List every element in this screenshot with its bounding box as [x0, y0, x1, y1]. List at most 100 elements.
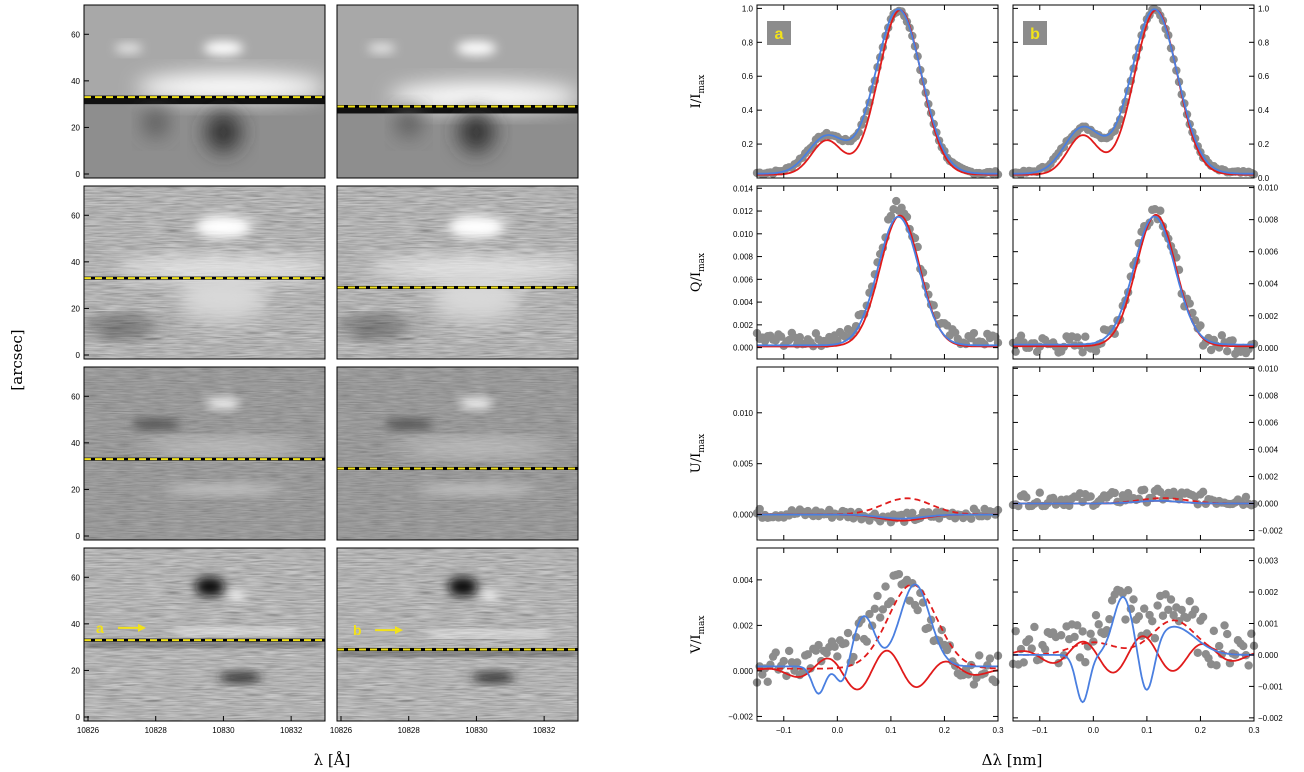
profile-ytick: 0.006 — [1258, 248, 1279, 257]
stokes-profile-grid: 0.2 0.4 0.6 0.8 1.0 a I/Imax 0.0 0.2 0.4 0.6 0.8 1.0… — [689, 4, 1283, 735]
profile-ytick: 0.002 — [733, 321, 754, 330]
profile-ytick: 0.008 — [1258, 216, 1279, 225]
stokes-panel-r3-c1: 0.000 0.005 0.010 U/Imax — [689, 366, 1003, 541]
profile-ylabel: Q/Imax — [689, 253, 707, 292]
fit-red-line — [756, 649, 999, 691]
obs-point — [1129, 595, 1138, 604]
profile-xtick: 0.3 — [992, 726, 1004, 735]
spectro-ytick: 20 — [71, 666, 80, 675]
obs-point — [1048, 493, 1058, 503]
obs-point — [1011, 347, 1020, 356]
obs-point — [1070, 632, 1079, 642]
obs-point — [1081, 658, 1090, 667]
profile-ytick: −0.002 — [1258, 527, 1283, 536]
arrow-label-b: b — [353, 622, 362, 638]
profile-xtick: 0.2 — [1195, 726, 1207, 735]
spectro-ytick: 40 — [71, 258, 80, 267]
spectro-panel-r2-c2 — [336, 185, 579, 360]
spectro-xlabel: λ [Å] — [314, 751, 351, 769]
obs-point — [985, 654, 995, 663]
spectro-ytick: 60 — [71, 211, 80, 220]
obs-point — [991, 677, 1000, 687]
obs-point — [886, 211, 896, 221]
spectro-xtick: 10828 — [398, 726, 421, 735]
profile-ylabel: U/Imax — [689, 434, 707, 473]
spectro-ytick: 60 — [71, 30, 80, 39]
spectro-xtick: 10832 — [533, 726, 556, 735]
fit-blue-line — [1013, 595, 1254, 704]
obs-point — [1217, 331, 1227, 340]
obs-point — [1057, 631, 1066, 640]
obs-point — [862, 637, 871, 646]
obs-point — [779, 656, 788, 666]
spectro-ytick: 60 — [71, 573, 80, 582]
profile-ytick: 0.000 — [1258, 344, 1279, 353]
obs-point — [1214, 641, 1224, 651]
profile-ytick: 0.003 — [1258, 557, 1279, 566]
obs-point — [1030, 622, 1039, 632]
profile-ytick: 0.002 — [733, 621, 754, 630]
spectro-ylabel: [arcsec] — [8, 329, 26, 390]
spectro-xtick: 10830 — [212, 726, 235, 735]
obs-point — [1193, 648, 1202, 657]
fit-red-line — [1013, 9, 1254, 176]
fit-blue-line — [1013, 215, 1254, 346]
profile-ytick: 0.012 — [733, 207, 754, 216]
spectro-ytick: 40 — [71, 77, 80, 86]
profile-ytick: 0.002 — [1258, 312, 1279, 321]
obs-point — [784, 646, 794, 656]
obs-point — [771, 648, 780, 657]
profile-ytick: 0.005 — [733, 460, 754, 469]
obs-point — [792, 658, 802, 667]
profile-ytick: 0.006 — [1258, 418, 1279, 427]
profile-xtick: −0.1 — [776, 726, 792, 735]
stokes-panel-r2-c2: 0.000 0.002 0.004 0.006 0.008 0.010 — [1008, 184, 1279, 360]
obs-point — [1134, 612, 1144, 621]
spectro-ytick: 0 — [76, 351, 81, 360]
obs-point — [881, 582, 890, 591]
spectro-ytick: 20 — [71, 485, 80, 494]
profile-ytick: 0.010 — [1258, 364, 1279, 373]
profile-ytick: 0.2 — [1258, 140, 1270, 149]
obs-point — [1164, 605, 1173, 614]
profile-ytick: 0.004 — [733, 298, 754, 307]
fit-blue-line — [1013, 499, 1254, 505]
obs-point — [1156, 487, 1165, 497]
profile-ytick: 0.010 — [1258, 184, 1279, 193]
panel-tag-bg-a — [767, 21, 791, 45]
obs-point — [1223, 629, 1232, 639]
profile-ytick: 0.000 — [733, 667, 754, 676]
profile-ytick: 0.006 — [733, 275, 754, 284]
obs-point — [1086, 629, 1095, 638]
obs-point — [803, 650, 813, 659]
obs-point — [1209, 626, 1219, 636]
profile-ytick: 0.6 — [1258, 72, 1270, 81]
stokes-panel-r1-c2: 0.0 0.2 0.4 0.6 0.8 1.0 b — [1008, 4, 1270, 183]
stokes-panel-r2-c1: 0.000 0.002 0.004 0.006 0.008 0.010 0.012 0.014… — [689, 184, 1003, 360]
obs-point — [1022, 493, 1031, 502]
obs-point — [1161, 590, 1170, 599]
profile-ytick: 0.8 — [1258, 38, 1270, 47]
profile-ytick: 1.0 — [1258, 4, 1270, 13]
obs-point — [1073, 621, 1082, 630]
profile-ytick: 0.001 — [1258, 619, 1279, 628]
fit-red-line — [757, 9, 998, 176]
obs-point — [755, 504, 764, 514]
spectro-panel-r1-c2 — [336, 4, 579, 179]
obs-point — [843, 628, 853, 638]
profile-xtick: 0.2 — [939, 726, 951, 735]
obs-point — [913, 605, 922, 615]
obs-point — [1078, 627, 1087, 636]
profile-xtick: 0.0 — [1088, 726, 1100, 735]
obs-point — [1123, 586, 1133, 595]
profile-ytick: 0.6 — [742, 72, 754, 81]
profile-ytick: 0.000 — [1258, 500, 1279, 509]
obs-point — [1153, 601, 1162, 610]
obs-point — [1156, 206, 1165, 215]
obs-point — [1011, 626, 1020, 636]
obs-point — [854, 128, 863, 137]
obs-point — [830, 642, 839, 652]
spectro-ytick: 20 — [71, 123, 80, 132]
profile-ylabel: I/Imax — [689, 75, 707, 109]
